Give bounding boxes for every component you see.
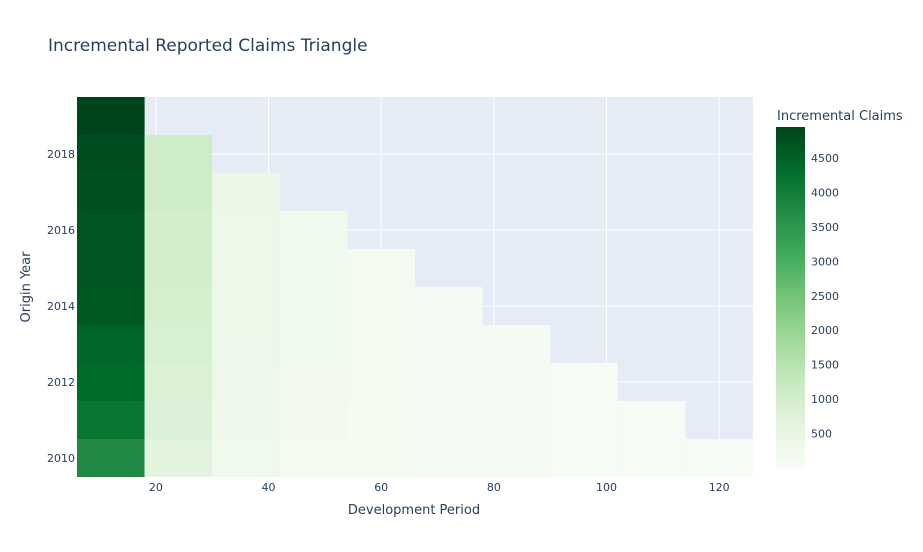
- y-tick-label: 2016: [47, 224, 75, 237]
- colorbar-tick-label: 4500: [811, 152, 839, 165]
- heatmap-cell: [279, 287, 348, 325]
- y-axis-title: Origin Year: [19, 251, 34, 323]
- heatmap-cell: [279, 401, 348, 439]
- x-tick-label: 20: [149, 481, 163, 494]
- heatmap-cell: [144, 173, 213, 211]
- heatmap-cell: [77, 363, 145, 401]
- heatmap-cell: [212, 325, 280, 363]
- x-tick-label: 40: [262, 481, 276, 494]
- heatmap-cell: [415, 363, 483, 401]
- colorbar-tick-label: 4000: [811, 186, 839, 199]
- heatmap-cell: [415, 401, 483, 439]
- x-axis-title: Development Period: [348, 503, 480, 518]
- colorbar-tick-label: 1000: [811, 393, 839, 406]
- x-axis-ticks: 20 40 60 80 100 120: [149, 481, 730, 494]
- heatmap-cell: [482, 439, 551, 477]
- heatmap-cell: [347, 287, 415, 325]
- heatmap-cell: [212, 401, 280, 439]
- heatmap-cell: [617, 439, 686, 477]
- colorbar-title: Incremental Claims: [777, 109, 903, 124]
- heatmap-cell: [212, 249, 280, 287]
- heatmap-cell: [77, 249, 145, 287]
- colorbar-tick-label: 500: [811, 428, 832, 441]
- colorbar-gradient: [776, 127, 805, 468]
- heatmap-cell: [77, 287, 145, 325]
- heatmap-cell: [212, 173, 280, 211]
- heatmap-cell: [482, 325, 551, 363]
- x-tick-label: 80: [487, 481, 501, 494]
- x-tick-label: 60: [374, 481, 388, 494]
- colorbar-ticks: 500 1000 1500 2000 2500 3000 3500 4000 4500: [811, 152, 839, 441]
- heatmap-cell: [144, 287, 213, 325]
- heatmap-cell: [77, 211, 145, 249]
- heatmap-cell: [144, 363, 213, 401]
- heatmap-cell: [279, 249, 348, 287]
- colorbar-tick-label: 3500: [811, 221, 839, 234]
- heatmap-cell: [144, 211, 213, 249]
- x-tick-label: 100: [596, 481, 617, 494]
- heatmap-cell: [550, 439, 618, 477]
- heatmap-cell: [482, 401, 551, 439]
- heatmap-cell: [77, 173, 145, 211]
- heatmap-cell: [144, 401, 213, 439]
- heatmap-cell: [617, 401, 686, 439]
- heatmap-cell: [144, 249, 213, 287]
- heatmap-cell: [77, 439, 145, 477]
- heatmap-cells: [77, 97, 753, 477]
- heatmap-cell: [212, 211, 280, 249]
- heatmap-cell: [415, 287, 483, 325]
- heatmap-cell: [77, 401, 145, 439]
- heatmap-cell: [77, 325, 145, 363]
- heatmap-cell: [415, 439, 483, 477]
- y-tick-label: 2012: [47, 376, 75, 389]
- y-axis-ticks: 2010 2012 2014 2016 2018: [47, 148, 75, 465]
- colorbar-tick-label: 2000: [811, 324, 839, 337]
- heatmap-cell: [415, 325, 483, 363]
- heatmap-cell: [212, 287, 280, 325]
- heatmap-cell: [279, 211, 348, 249]
- heatmap-cell: [144, 135, 213, 173]
- heatmap-cell: [212, 363, 280, 401]
- heatmap-cell: [550, 363, 618, 401]
- heatmap-cell: [144, 439, 213, 477]
- heatmap-cell: [279, 363, 348, 401]
- heatmap-cell: [685, 439, 753, 477]
- heatmap-cell: [279, 439, 348, 477]
- heatmap-cell: [347, 401, 415, 439]
- chart-title: Incremental Reported Claims Triangle: [48, 36, 368, 56]
- heatmap-cell: [144, 325, 213, 363]
- colorbar: Incremental Claims 500 1000 1500 2000 2500 30…: [776, 109, 903, 468]
- y-tick-label: 2010: [47, 452, 75, 465]
- heatmap-cell: [77, 135, 145, 173]
- heatmap-cell: [347, 363, 415, 401]
- x-tick-label: 120: [709, 481, 730, 494]
- heatmap-cell: [347, 439, 415, 477]
- heatmap-cell: [279, 325, 348, 363]
- y-tick-label: 2018: [47, 148, 75, 161]
- heatmap-cell: [77, 97, 145, 135]
- heatmap-cell: [212, 439, 280, 477]
- heatmap-cell: [347, 249, 415, 287]
- colorbar-tick-label: 3000: [811, 255, 839, 268]
- y-tick-label: 2014: [47, 300, 75, 313]
- heatmap-cell: [347, 325, 415, 363]
- colorbar-tick-label: 2500: [811, 290, 839, 303]
- heatmap-cell: [482, 363, 551, 401]
- heatmap-cell: [550, 401, 618, 439]
- colorbar-tick-label: 1500: [811, 359, 839, 372]
